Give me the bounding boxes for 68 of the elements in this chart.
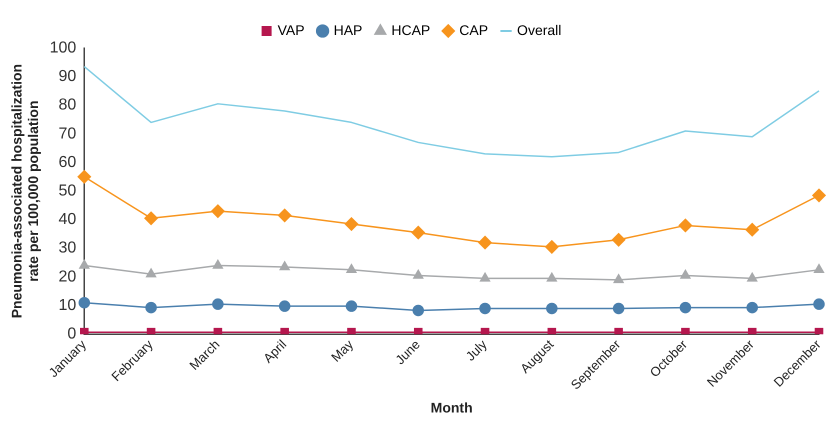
point [614, 328, 623, 334]
point [746, 302, 758, 314]
point [478, 236, 492, 250]
point [614, 274, 624, 284]
point [413, 270, 424, 279]
x-axis-title: Month [430, 399, 473, 416]
point [278, 300, 290, 312]
point [681, 328, 690, 334]
legend-label: HAP [334, 22, 362, 38]
y-tick-label: 30 [58, 240, 76, 257]
point [145, 302, 157, 314]
point [480, 272, 490, 282]
point [546, 302, 558, 314]
y-tick-label: 10 [58, 296, 76, 314]
legend-label: CAP [459, 22, 488, 38]
point [78, 296, 90, 308]
point [680, 302, 692, 314]
y-tick-label: 90 [58, 68, 76, 86]
legend-label: VAP [278, 22, 305, 38]
point [545, 240, 559, 254]
point [814, 264, 824, 274]
point [412, 304, 424, 316]
point [414, 328, 423, 334]
point [812, 188, 826, 202]
point [344, 217, 358, 231]
point [546, 272, 557, 282]
point [211, 204, 225, 218]
x-tick-label: July [462, 336, 490, 364]
y-tick-label: 100 [50, 39, 76, 56]
point [212, 298, 224, 310]
point [280, 261, 290, 270]
y-tick-label: 60 [58, 154, 76, 171]
point [748, 328, 756, 334]
point [479, 302, 491, 314]
legend-label: HCAP [391, 22, 430, 38]
point [80, 328, 89, 334]
x-tick-label: May [328, 336, 356, 365]
point [79, 260, 90, 269]
y-tick-label: 40 [58, 211, 76, 228]
point [412, 226, 425, 240]
point [278, 208, 292, 222]
point [612, 302, 624, 314]
point [813, 298, 825, 310]
point [146, 268, 156, 278]
point [747, 272, 758, 282]
point [346, 300, 358, 312]
legend-label: Overall [517, 22, 562, 38]
point [745, 222, 759, 236]
point [612, 233, 626, 247]
point [78, 170, 92, 184]
point [214, 328, 222, 334]
point [347, 328, 356, 334]
point [212, 260, 223, 269]
y-tick-label: 70 [58, 125, 76, 142]
y-axis-title: Pneumonia-associated hospitalization rate per 100,000 population [8, 64, 42, 318]
point [548, 328, 556, 334]
point [480, 328, 490, 334]
point [346, 264, 357, 274]
point [814, 328, 824, 334]
point [678, 218, 692, 232]
point [680, 270, 690, 279]
point [144, 212, 158, 226]
y-tick-label: 80 [58, 96, 76, 114]
point [146, 328, 156, 334]
point [280, 328, 289, 334]
y-tick-label: 50 [58, 182, 76, 200]
y-tick-label: 0 [67, 326, 76, 343]
y-tick-label: 20 [58, 268, 76, 286]
